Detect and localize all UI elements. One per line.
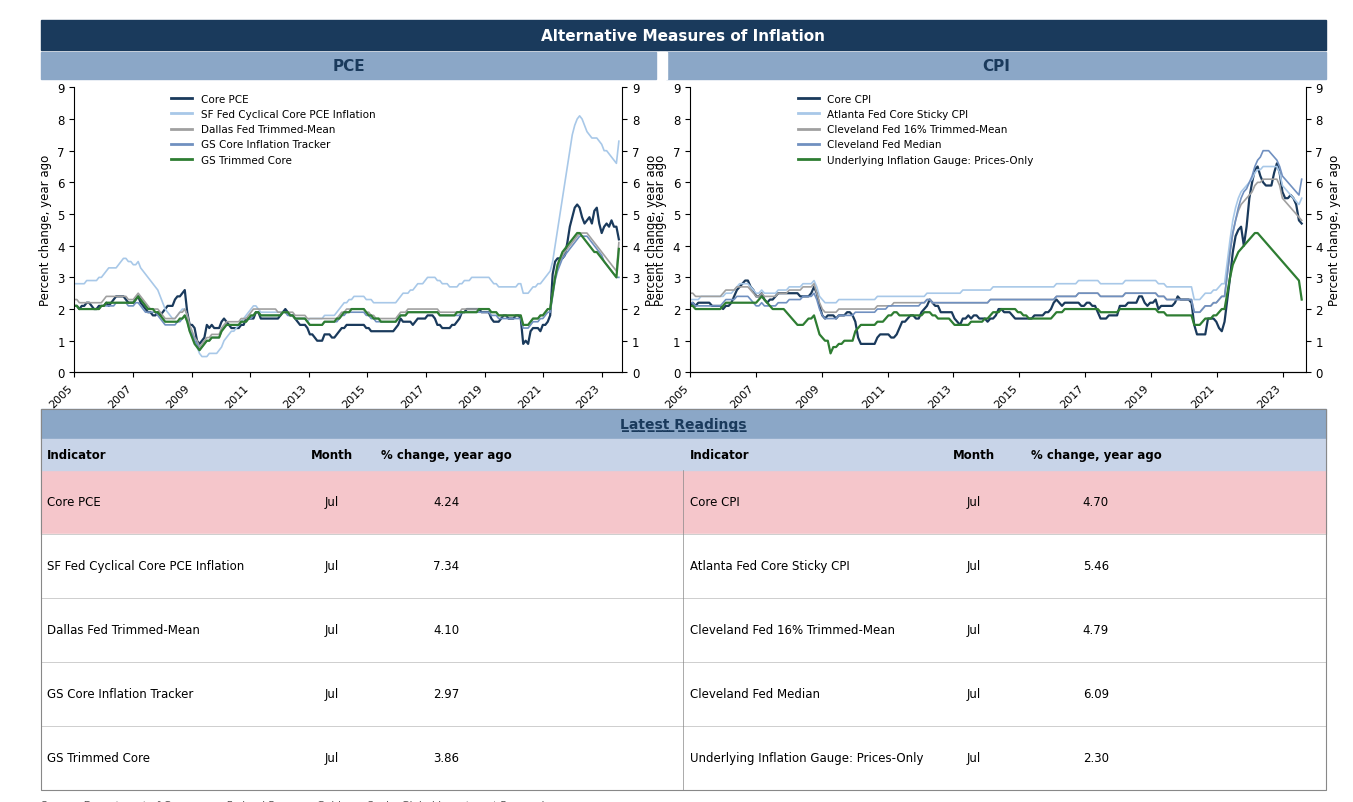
Text: GS Trimmed Core: GS Trimmed Core — [47, 751, 150, 764]
Text: 7.34: 7.34 — [433, 560, 460, 573]
Y-axis label: Percent change, year ago: Percent change, year ago — [1329, 155, 1341, 306]
Text: Cleveland Fed 16% Trimmed-Mean: Cleveland Fed 16% Trimmed-Mean — [690, 623, 896, 637]
Text: 4.10: 4.10 — [433, 623, 460, 637]
Text: Underlying Inflation Gauge: Prices-Only: Underlying Inflation Gauge: Prices-Only — [690, 751, 924, 764]
Text: 4.24: 4.24 — [433, 496, 460, 508]
Text: Dallas Fed Trimmed-Mean: Dallas Fed Trimmed-Mean — [47, 623, 200, 637]
Text: 5.46: 5.46 — [1082, 560, 1109, 573]
Text: Jul: Jul — [325, 623, 338, 637]
Text: Month: Month — [953, 448, 996, 461]
Text: Jul: Jul — [967, 751, 981, 764]
Text: 4.70: 4.70 — [1082, 496, 1109, 508]
Text: Month: Month — [310, 448, 353, 461]
Text: Indicator: Indicator — [690, 448, 750, 461]
Text: % change, year ago: % change, year ago — [1031, 448, 1161, 461]
Text: Jul: Jul — [325, 751, 338, 764]
Text: 3.86: 3.86 — [433, 751, 460, 764]
Text: Alternative Measures of Inflation: Alternative Measures of Inflation — [541, 29, 825, 43]
Text: Cleveland Fed Median: Cleveland Fed Median — [690, 687, 820, 700]
Legend: Core CPI, Atlanta Fed Core Sticky CPI, Cleveland Fed 16% Trimmed-Mean, Cleveland: Core CPI, Atlanta Fed Core Sticky CPI, C… — [794, 91, 1038, 170]
Text: 4.79: 4.79 — [1082, 623, 1109, 637]
Text: Atlanta Fed Core Sticky CPI: Atlanta Fed Core Sticky CPI — [690, 560, 850, 573]
Text: Core CPI: Core CPI — [690, 496, 740, 508]
Text: GS Core Inflation Tracker: GS Core Inflation Tracker — [47, 687, 193, 700]
Text: Jul: Jul — [967, 496, 981, 508]
Text: Core PCE: Core PCE — [47, 496, 101, 508]
Text: Jul: Jul — [325, 687, 338, 700]
Text: Indicator: Indicator — [47, 448, 107, 461]
Text: 2.97: 2.97 — [433, 687, 460, 700]
Text: 2.30: 2.30 — [1082, 751, 1109, 764]
Y-axis label: Percent change, year ago: Percent change, year ago — [645, 155, 658, 306]
Text: Source: Department of Commerce, Federal Reserve, Goldman Sachs Global Investment: Source: Department of Commerce, Federal … — [41, 800, 548, 802]
Legend: Core PCE, SF Fed Cyclical Core PCE Inflation, Dallas Fed Trimmed-Mean, GS Core I: Core PCE, SF Fed Cyclical Core PCE Infla… — [168, 91, 379, 170]
Text: Jul: Jul — [967, 623, 981, 637]
Text: PCE: PCE — [333, 59, 365, 74]
Text: Jul: Jul — [325, 560, 338, 573]
Text: Jul: Jul — [325, 496, 338, 508]
Text: L̲a̲t̲e̲s̲t̲ ̲R̲e̲a̲d̲i̲n̲g̲s̲: L̲a̲t̲e̲s̲t̲ ̲R̲e̲a̲d̲i̲n̲g̲s̲ — [620, 417, 747, 431]
Y-axis label: Percent change, year ago: Percent change, year ago — [39, 155, 51, 306]
Y-axis label: Percent change, year ago: Percent change, year ago — [655, 155, 667, 306]
Text: Jul: Jul — [967, 560, 981, 573]
Text: SF Fed Cyclical Core PCE Inflation: SF Fed Cyclical Core PCE Inflation — [47, 560, 245, 573]
Text: Jul: Jul — [967, 687, 981, 700]
Text: CPI: CPI — [982, 59, 1009, 74]
Text: 6.09: 6.09 — [1082, 687, 1109, 700]
Text: % change, year ago: % change, year ago — [382, 448, 511, 461]
